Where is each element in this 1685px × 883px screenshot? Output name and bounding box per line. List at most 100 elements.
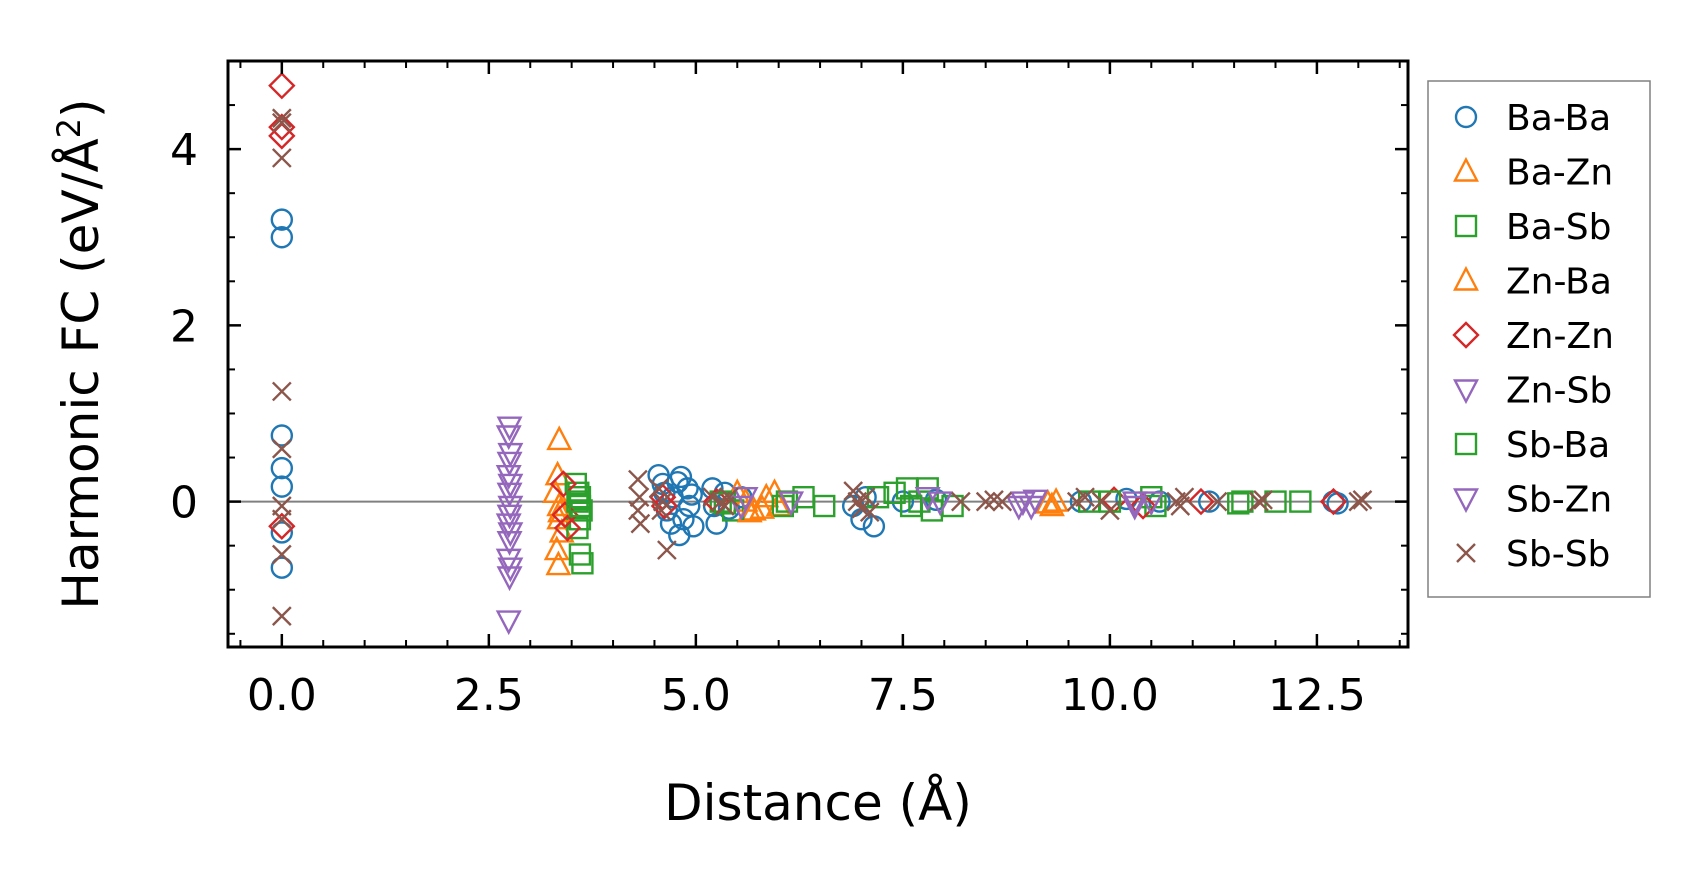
- y-tick-label: 2: [170, 301, 198, 352]
- data-point: [648, 478, 669, 499]
- data-point: [268, 71, 296, 100]
- data-point: [497, 473, 524, 499]
- data-point: [270, 456, 294, 480]
- data-point: [270, 556, 294, 579]
- legend-label: Zn-Zn: [1506, 316, 1614, 357]
- data-point: [496, 566, 523, 592]
- data-point: [270, 226, 294, 249]
- data-point: [271, 381, 292, 402]
- data-point: [549, 470, 578, 498]
- data-point: [271, 108, 292, 129]
- plot-frame: [226, 59, 1410, 649]
- data-point: [1319, 487, 1348, 516]
- legend-marker: [1456, 543, 1476, 563]
- data-point: [984, 489, 1004, 510]
- data-point: [927, 491, 954, 517]
- data-point: [497, 495, 524, 521]
- data-point: [271, 509, 292, 530]
- legend-label: Ba-Sb: [1506, 207, 1611, 248]
- legend-label: Sb-Zn: [1506, 480, 1612, 521]
- legend-marker: [1454, 432, 1478, 456]
- x-tick-label: 10.0: [1061, 670, 1159, 721]
- data-point: [740, 495, 767, 521]
- data-point: [571, 552, 594, 575]
- y-axis-label-sup: 2: [50, 118, 88, 138]
- data-point: [1043, 487, 1070, 512]
- legend: Ba-Ba Ba-Zn Ba-Sb Zn-Ba Zn-Zn Zn-Sb Sb-Ba Sb-Zn…: [1427, 80, 1651, 598]
- data-point: [1121, 495, 1148, 521]
- data-point: [778, 491, 805, 517]
- data-point: [270, 208, 294, 231]
- y-axis-label: Harmonic FC (eV/Å2): [50, 98, 110, 609]
- data-point: [543, 535, 570, 561]
- legend-marker: [1453, 379, 1479, 405]
- x-tick-label: 2.5: [454, 670, 524, 721]
- data-point: [270, 521, 294, 544]
- data-point: [1227, 492, 1250, 515]
- y-axis-label-main: Harmonic FC (eV/Å: [52, 138, 110, 609]
- data-point: [271, 112, 292, 133]
- data-point: [855, 487, 876, 508]
- data-point: [1009, 491, 1036, 517]
- legend-label: Sb-Ba: [1506, 425, 1610, 466]
- legend-marker: [1452, 321, 1480, 349]
- data-point: [546, 425, 573, 451]
- data-point: [883, 481, 906, 504]
- data-point: [866, 485, 890, 509]
- data-point: [271, 606, 292, 627]
- axis-ticks: 0.0 2.5 5.0 7.5 10.0 12.5 0 2 4: [170, 60, 1408, 721]
- data-point: [271, 148, 292, 168]
- data-point: [268, 512, 296, 540]
- y-tick-label: 4: [170, 125, 198, 176]
- data-point: [1174, 487, 1195, 508]
- data-point: [545, 550, 572, 576]
- data-point: [1022, 489, 1049, 515]
- data-point: [1231, 490, 1254, 513]
- data-point: [813, 494, 836, 518]
- data-point: [566, 490, 589, 513]
- data-point: [1121, 491, 1148, 517]
- series-sb-sb: [271, 108, 1373, 627]
- legend-label: Ba-Zn: [1506, 153, 1613, 194]
- data-point: [843, 481, 864, 501]
- data-point: [992, 491, 1013, 512]
- data-point: [899, 494, 923, 518]
- x-axis-label: Distance (Å): [664, 774, 972, 832]
- legend-label: Zn-Sb: [1506, 371, 1612, 412]
- data-point: [553, 514, 582, 542]
- series-ba-ba: [270, 208, 1349, 579]
- data-point: [1100, 500, 1120, 521]
- data-point: [749, 494, 776, 519]
- data-point: [657, 540, 677, 560]
- data-point: [659, 512, 683, 535]
- data-point: [270, 424, 294, 447]
- data-point: [682, 515, 705, 538]
- data-point: [1352, 489, 1373, 510]
- legend-label: Sb-Sb: [1506, 534, 1610, 575]
- x-tick-label: 0.0: [247, 670, 317, 721]
- data-point: [496, 416, 523, 442]
- legend-label: Ba-Ba: [1506, 98, 1611, 139]
- data-point: [1187, 487, 1215, 516]
- data-point: [669, 465, 693, 489]
- series-zn-sb: [495, 416, 1165, 636]
- series-zn-zn: [268, 71, 1348, 542]
- data-point: [1249, 491, 1269, 512]
- data-point: [497, 442, 524, 468]
- data-point: [271, 544, 292, 565]
- data-point: [728, 495, 755, 521]
- data-point: [1253, 489, 1273, 510]
- legend-marker: [1453, 265, 1479, 291]
- y-tick-label: 0: [170, 478, 198, 529]
- x-tick-label: 7.5: [868, 670, 938, 721]
- data-point: [1138, 491, 1165, 517]
- data-point: [719, 487, 739, 508]
- data-point: [495, 548, 522, 574]
- data-point: [650, 492, 679, 520]
- data-point: [859, 502, 880, 523]
- data-point: [270, 475, 294, 498]
- data-point: [1075, 487, 1095, 508]
- data-point: [495, 464, 522, 490]
- data-point: [652, 491, 673, 512]
